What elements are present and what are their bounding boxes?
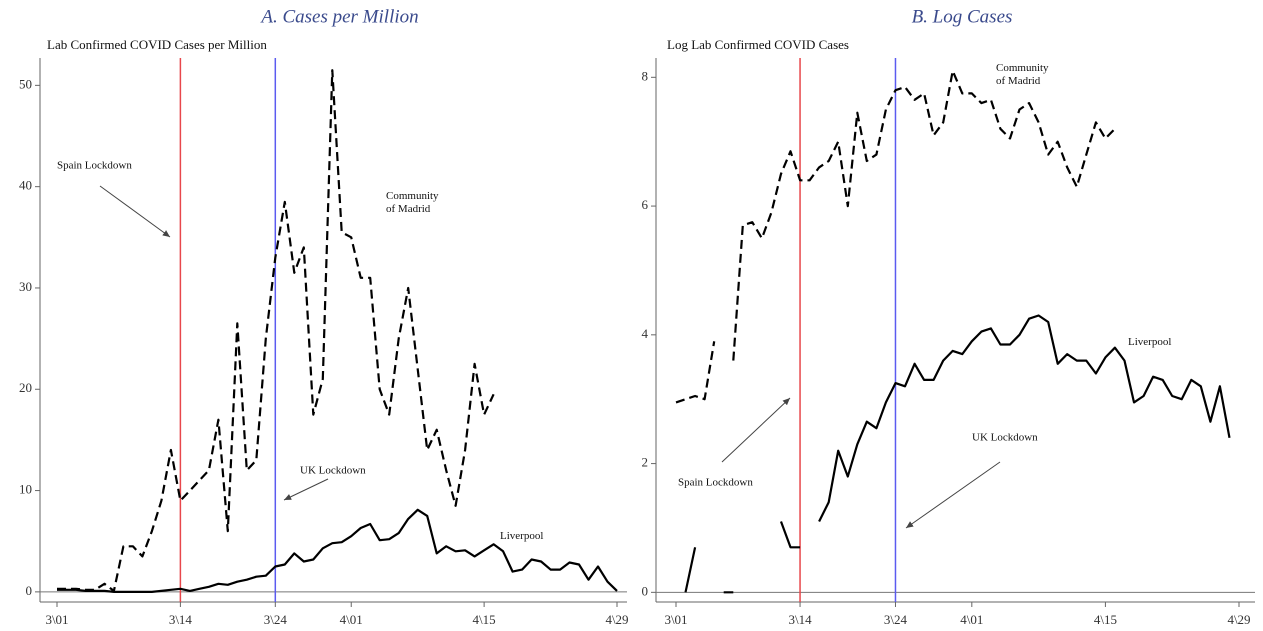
x-tick-label: 4\01 [340,612,363,627]
series-label: Liverpool [500,530,544,542]
annotation-arrow [905,461,1001,529]
y-tick-label: 10 [19,482,32,497]
annotation: UK Lockdown [300,465,366,477]
y-tick-label: 50 [19,76,32,91]
x-tick-label: 4\01 [960,612,983,627]
series-label-text: Community of Madrid [996,62,1049,87]
y-tick-label: 20 [19,380,32,395]
x-tick-label: 4\15 [473,612,496,627]
y-axis-title: Log Lab Confirmed COVID Cases [667,37,849,52]
y-tick-label: 30 [19,279,32,294]
y-tick-label: 0 [642,583,649,598]
y-tick-label: 4 [642,326,649,341]
series-label: Community of Madrid [996,62,1049,87]
x-tick-label: 3\14 [788,612,812,627]
annotation: UK Lockdown [972,432,1038,444]
annotation-arrow [99,185,171,238]
panel-title: A. Cases per Million [259,6,418,27]
y-tick-label: 2 [642,455,649,470]
series-line [675,69,1116,404]
series-line [684,314,1231,594]
y-tick-label: 0 [26,583,33,598]
x-tick-label: 3\01 [664,612,687,627]
panel-title: B. Log Cases [912,6,1013,27]
x-tick-label: 3\01 [45,612,68,627]
x-tick-label: 4\29 [605,612,628,627]
y-tick-label: 8 [642,68,649,83]
x-tick-label: 3\14 [169,612,193,627]
series-label-text: Liverpool [500,530,544,542]
annotation: Spain Lockdown [57,160,132,172]
annotation: Spain Lockdown [678,477,753,489]
annotation-arrow [283,478,329,501]
x-tick-label: 4\29 [1227,612,1250,627]
annotation-arrow [721,397,791,463]
y-tick-label: 40 [19,178,32,193]
y-tick-label: 6 [642,197,649,212]
x-tick-label: 4\15 [1094,612,1117,627]
series-label-text: Liverpool [1128,336,1172,348]
series-line [57,69,495,592]
series-label: Liverpool [1128,336,1172,348]
x-tick-label: 3\24 [264,612,288,627]
series-label: Community of Madrid [386,190,439,215]
x-tick-label: 3\24 [884,612,908,627]
series-label-text: Community of Madrid [386,190,439,215]
series-line [57,508,618,593]
y-axis-title: Lab Confirmed COVID Cases per Million [47,37,267,52]
